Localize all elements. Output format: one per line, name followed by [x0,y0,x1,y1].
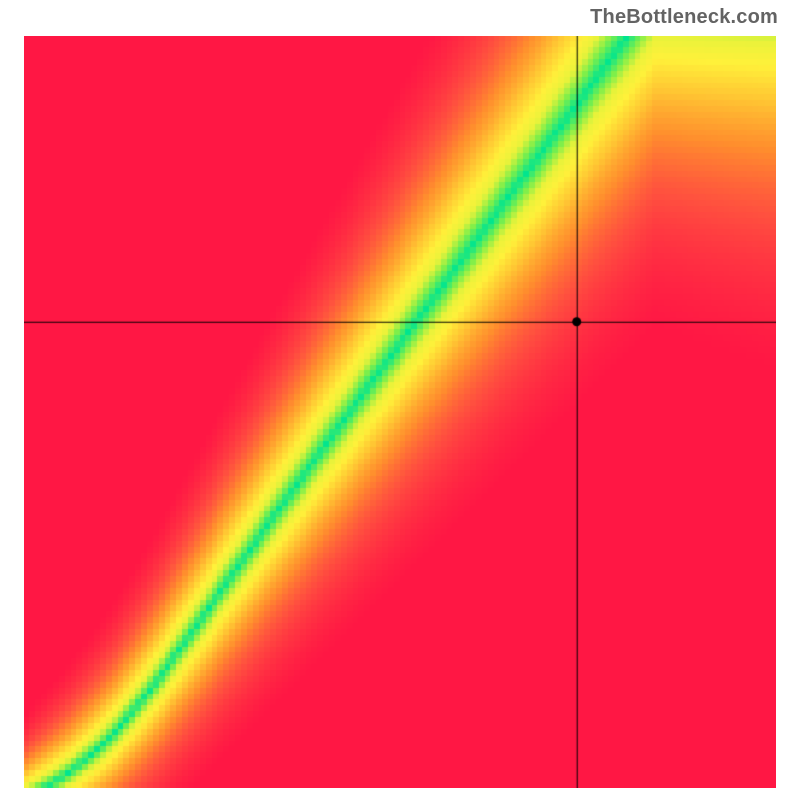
bottleneck-heatmap [24,36,776,788]
attribution-text: TheBottleneck.com [590,6,778,29]
chart-container: TheBottleneck.com [0,0,800,800]
